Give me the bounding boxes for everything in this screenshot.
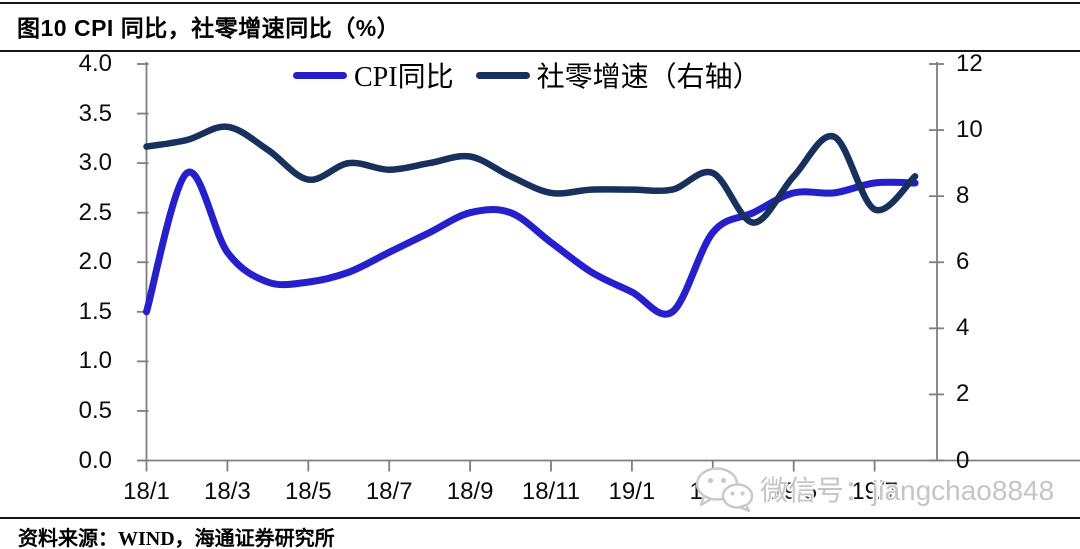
title-rule xyxy=(0,50,1080,52)
y-axis-left-label: 2.0 xyxy=(78,248,112,276)
retail-line-swatch xyxy=(475,71,530,79)
cpi-line-swatch xyxy=(293,71,347,79)
x-axis-label: 18/9 xyxy=(446,478,494,505)
chart-title: 图10 CPI 同比，社零增速同比（%） xyxy=(17,15,401,41)
y-axis-right-label: 0 xyxy=(956,446,970,474)
y-axis-right-label: 4 xyxy=(956,314,970,342)
x-axis-label: 18/3 xyxy=(204,478,251,505)
y-axis-left-label: 1.0 xyxy=(78,347,112,375)
y-axis-left-label: 4.0 xyxy=(78,50,112,77)
legend-label-retail: 社零增速（右轴） xyxy=(536,62,761,93)
y-axis-left-label: 1.5 xyxy=(78,297,112,325)
cpi-line xyxy=(143,168,919,318)
y-axis-left-label: 0.0 xyxy=(78,446,112,474)
legend-item-cpi: CPI同比 xyxy=(293,55,454,95)
y-axis-right-label: 6 xyxy=(956,248,970,276)
y-axis-left-label: 3.5 xyxy=(78,99,112,127)
x-axis-label: 18/11 xyxy=(521,478,581,505)
source-line: 资料来源：WIND，海通证券研究所 xyxy=(18,528,335,549)
legend-item-retail: 社零增速（右轴） xyxy=(475,55,761,95)
y-axis-left-label: 0.5 xyxy=(78,396,112,424)
y-axis-right-label: 12 xyxy=(956,50,983,77)
legend: CPI同比 社零增速（右轴） xyxy=(293,57,761,93)
top-rule xyxy=(0,2,1080,4)
x-axis-label: 19/1 xyxy=(608,478,656,505)
y-axis-left-label: 2.5 xyxy=(78,198,112,226)
retail-line xyxy=(143,123,919,226)
x-axis-label: 19/5 xyxy=(770,478,818,505)
x-axis-label: 18/5 xyxy=(284,478,332,505)
x-axis-label: 19/7 xyxy=(851,478,898,505)
x-axis-label: 18/7 xyxy=(365,478,413,505)
y-axis-left-label: 3.0 xyxy=(78,149,112,177)
footer-rule xyxy=(0,517,1080,519)
y-axis-right-label: 2 xyxy=(956,380,970,408)
x-axis-label: 18/1 xyxy=(123,478,170,505)
y-axis-right-label: 8 xyxy=(956,182,970,210)
legend-label-cpi: CPI同比 xyxy=(354,62,454,93)
x-axis-label: 19/3 xyxy=(689,478,737,505)
y-axis-right-label: 10 xyxy=(956,116,983,144)
